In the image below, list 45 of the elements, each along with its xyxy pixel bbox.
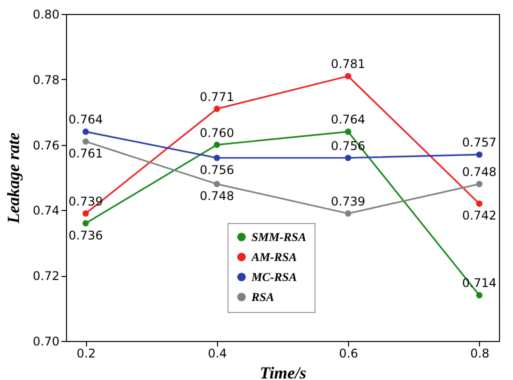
y-tick-label: 0.76 [32,138,60,152]
data-label: 0.736 [68,228,103,242]
y-tick-label: 0.74 [32,204,60,218]
point [214,142,220,148]
data-label: 0.757 [462,136,496,150]
data-label: 0.756 [200,162,234,177]
point [476,151,482,158]
point [344,210,352,217]
point [82,210,89,217]
point [344,128,352,135]
data-label: 0.760 [200,126,234,140]
x-axis-title: Time/s [260,364,307,380]
y-tick-label: 0.70 [32,334,60,348]
point [214,154,220,162]
y-tick-label: 0.80 [32,8,60,22]
data-label: 0.748 [200,189,234,204]
x-tick-label: 0.6 [339,346,358,360]
point [82,128,89,135]
data-label: 0.764 [68,112,103,127]
y-tick-label: 0.78 [32,72,60,87]
y-tick-label: 0.72 [32,269,60,284]
legend-label: RSA [250,290,274,304]
x-tick-label: 0.8 [470,346,490,360]
point [82,138,89,145]
legend-label: SMM-RSA [252,230,306,244]
point [214,106,220,112]
point [476,200,482,207]
point [82,220,89,226]
point [344,72,352,80]
x-tick-label: 0.4 [208,346,227,360]
point [344,154,352,162]
data-label: 0.742 [462,208,496,223]
data-label: 0.781 [330,57,366,72]
data-label: 0.761 [68,146,103,161]
y-axis-title: Leakage rate [4,132,23,225]
data-label: 0.748 [462,165,496,180]
point [476,292,482,298]
data-label: 0.739 [330,194,366,208]
data-label: 0.764 [330,112,366,127]
data-label: 0.771 [200,90,234,104]
point [476,180,482,188]
point [214,180,220,188]
x-tick-label: 0.2 [76,346,96,360]
legend-label: MC-RSA [250,270,297,284]
legend-label: AM-RSA [250,250,297,264]
